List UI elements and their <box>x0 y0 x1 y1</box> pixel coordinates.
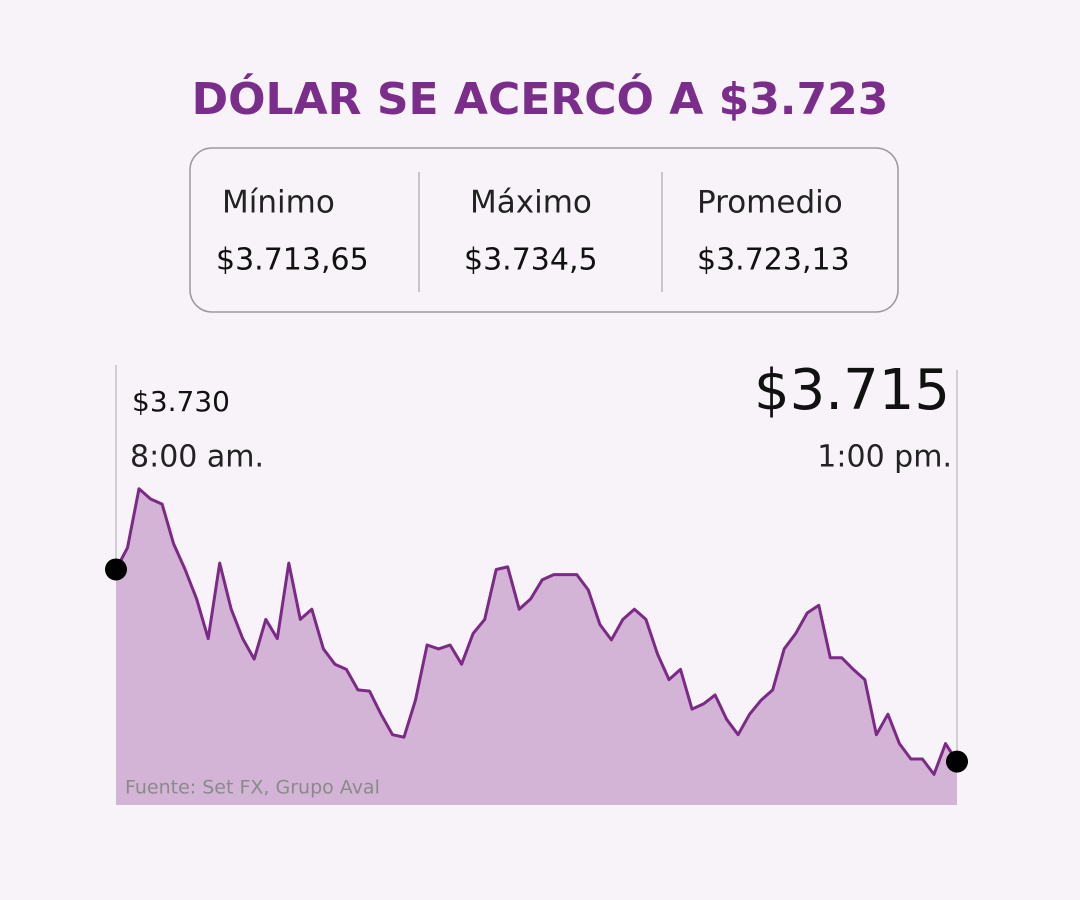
source: Fuente: Set FX, Grupo Aval <box>125 777 380 799</box>
time-label: 8:00 am. <box>130 440 264 475</box>
end-point <box>946 750 968 773</box>
stats-box <box>189 147 899 313</box>
stat-value: $3.723,13 <box>697 243 850 278</box>
line <box>114 487 959 776</box>
stat-label: Máximo <box>470 185 592 221</box>
end-point <box>105 558 127 581</box>
plot <box>114 487 959 805</box>
value-label: $3.715 <box>754 358 950 423</box>
stat-label: Promedio <box>697 185 843 221</box>
stat-value: $3.734,5 <box>464 243 598 278</box>
stat-value: $3.713,65 <box>216 243 369 278</box>
time-label: 1:00 pm. <box>817 440 952 475</box>
title: DÓLAR SE ACERCÓ A $3.723 <box>192 72 889 125</box>
stat-label: Mínimo <box>222 185 335 221</box>
area <box>116 488 957 805</box>
value-label: $3.730 <box>132 385 230 418</box>
